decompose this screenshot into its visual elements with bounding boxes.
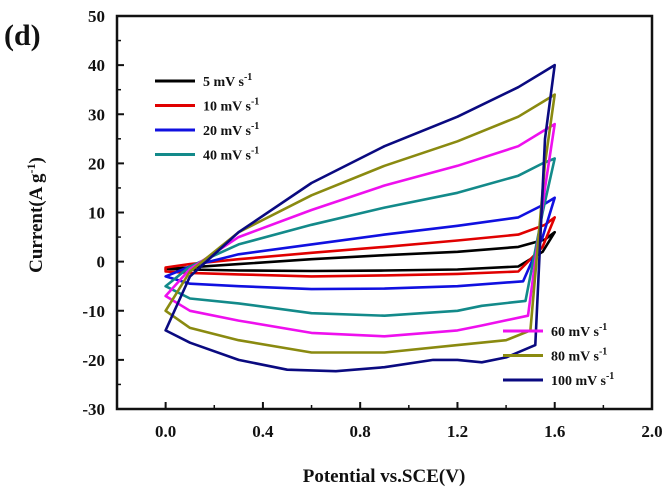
legend-top-left: 5 mV s-1 10 mV s-1 20 mV s-1 40 mV s-1 — [155, 72, 259, 164]
legend-bottom-right: 60 mV s-1 80 mV s-1 100 mV s-1 — [503, 322, 614, 389]
x-tick-label: 0.0 — [155, 422, 176, 441]
x-tick-label: 0.8 — [350, 422, 371, 441]
x-tick-label: 0.4 — [252, 422, 274, 441]
y-tick-label: 10 — [88, 204, 105, 223]
legend-label: 60 mV s-1 — [551, 322, 607, 340]
legend-label: 5 mV s-1 — [203, 72, 252, 90]
plot-area: 0.0 0.4 0.8 1.2 1.6 2.0 -30-20-1001020304050 … — [82, 7, 662, 441]
x-axis-ticks: 0.0 0.4 0.8 1.2 1.6 2.0 — [116, 402, 663, 441]
panel-label: (d) — [4, 19, 41, 52]
y-tick-label: 20 — [88, 154, 105, 173]
y-tick-label: 30 — [88, 105, 105, 124]
cv-curve-5 — [164, 122, 556, 338]
x-tick-label: 1.2 — [447, 422, 468, 441]
y-tick-label: -20 — [82, 351, 105, 370]
x-tick-label: 1.6 — [544, 422, 565, 441]
x-tick-label: 2.0 — [641, 422, 662, 441]
y-axis-label: Current(A g-1) — [24, 157, 47, 273]
cv-curve-3 — [164, 196, 556, 291]
y-tick-label: 50 — [88, 7, 105, 26]
y-tick-label: 0 — [97, 253, 106, 272]
y-tick-label: 40 — [88, 56, 105, 75]
cv-curve-1 — [164, 230, 556, 273]
y-axis-label-sup: -1 — [24, 163, 38, 173]
cv-curve-7 — [164, 63, 556, 373]
legend-label: 40 mV s-1 — [203, 146, 259, 164]
legend-label: 100 mV s-1 — [551, 371, 614, 389]
cv-curve-2 — [164, 216, 556, 278]
cv-curve-4 — [164, 157, 556, 317]
y-axis-label-close: ) — [26, 157, 47, 163]
x-axis-label: Potential vs.SCE(V) — [303, 466, 466, 487]
legend-label: 20 mV s-1 — [203, 121, 259, 139]
y-tick-label: -30 — [82, 400, 105, 419]
cv-curve-6 — [164, 93, 556, 354]
legend-label: 10 mV s-1 — [203, 97, 259, 115]
y-axis-label-main: Current(A g — [26, 173, 47, 273]
legend-label: 80 mV s-1 — [551, 347, 607, 365]
y-tick-label: -10 — [82, 302, 105, 321]
cv-curves — [164, 63, 556, 373]
y-axis-ticks: -30 -20 -10 0 10 20 30 40 50 — [82, 7, 124, 419]
